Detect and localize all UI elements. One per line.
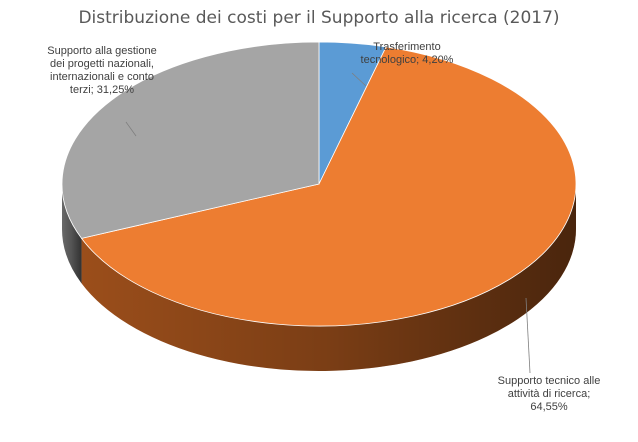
data-label-text: attività di ricerca; [508,388,591,400]
data-label-text: Supporto tecnico alle [498,375,601,387]
data-label-text: tecnologico; 4,20% [361,54,454,66]
data-label-text: terzi; 31,25% [70,84,134,96]
data-label-text: dei progetti nazionali, [50,58,154,70]
data-label-leader-line [525,297,531,374]
pie-slice [80,46,577,327]
data-label-leader-line [125,121,137,137]
data-label-text: internazionali e conto [50,71,154,83]
pie-slice-side-shade [81,184,577,372]
data-label-text: 64,55% [530,401,568,413]
data-label-text: Supporto alla gestione [47,45,156,57]
pie-slice-side-shade [62,184,82,284]
data-label-leader-line [351,72,367,87]
chart-title: Distribuzione dei costi per il Supporto … [78,8,560,28]
pie-slice [61,41,320,239]
data-label-text: Trasferimento [373,41,440,53]
